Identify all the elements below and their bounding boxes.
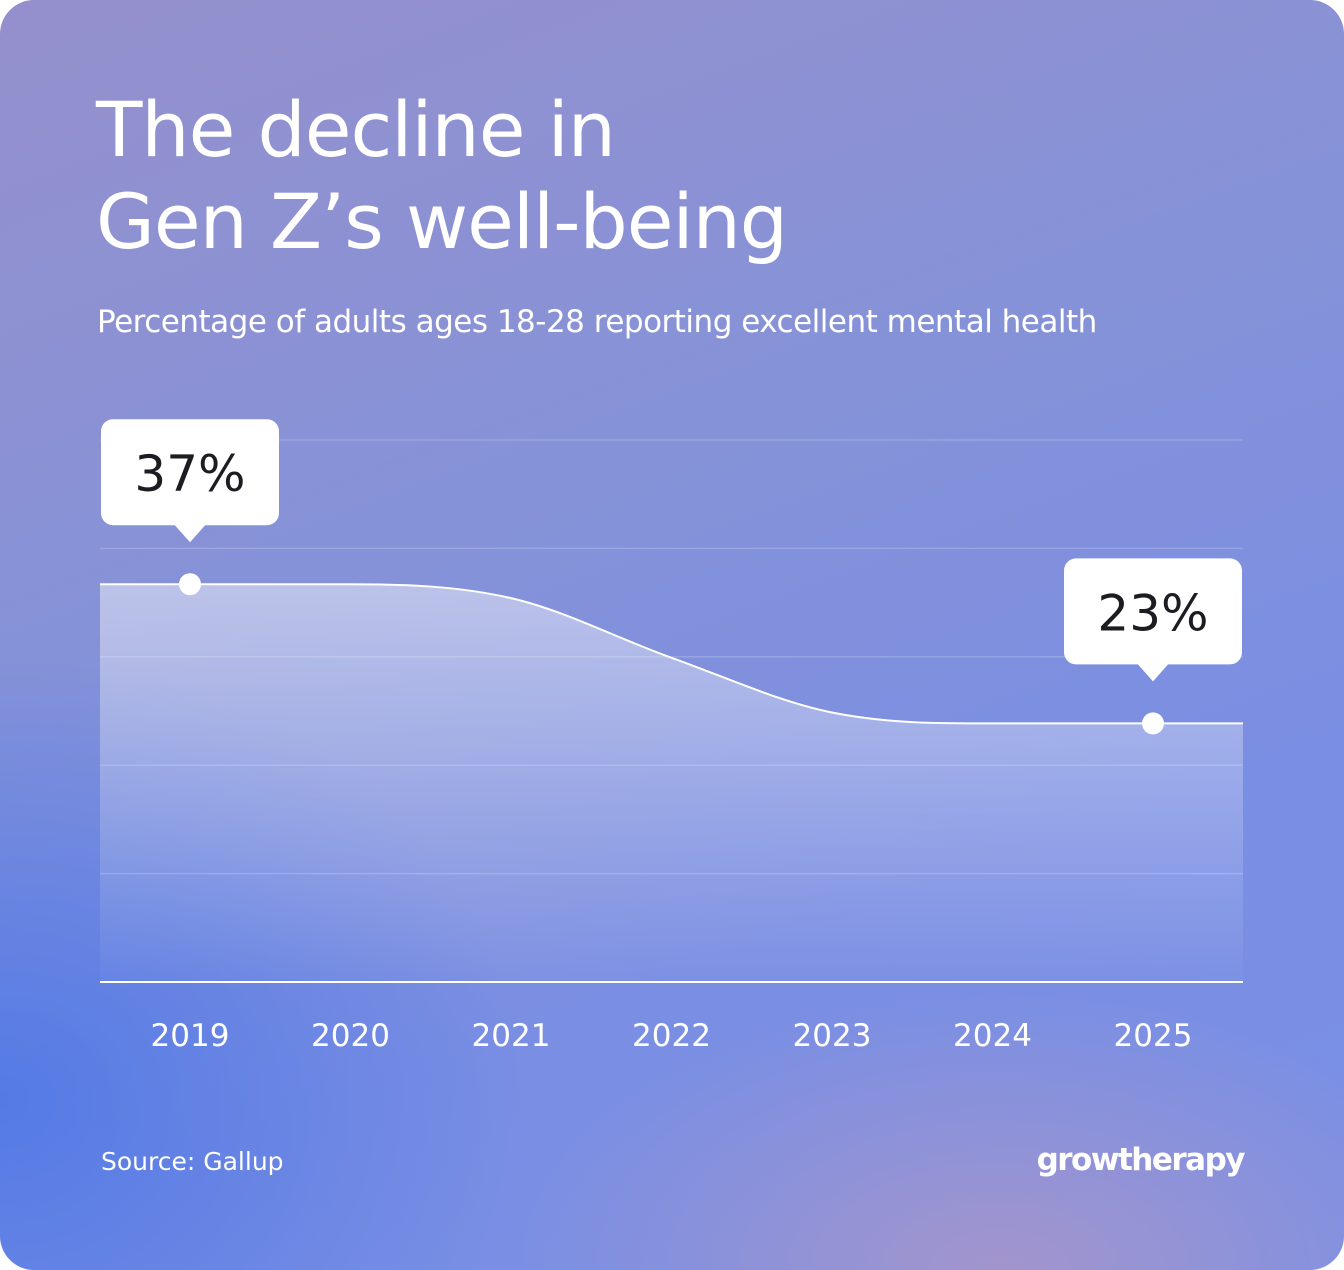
callout-label: 37% (134, 445, 245, 503)
chart-subtitle: Percentage of adults ages 18-28 reportin… (97, 304, 1097, 340)
x-tick-label: 2020 (311, 1018, 390, 1054)
data-point (1142, 712, 1164, 735)
data-callout: 37% (101, 419, 279, 596)
x-tick-label: 2025 (1114, 1018, 1193, 1054)
series-line (100, 583, 1243, 725)
x-tick-label: 2024 (953, 1018, 1032, 1054)
callout-label: 23% (1097, 584, 1208, 642)
x-tick-label: 2023 (793, 1018, 872, 1054)
title-line-1: The decline in (96, 85, 616, 174)
callout-pointer (174, 524, 206, 543)
area-fill (100, 584, 1243, 982)
callout-box (101, 419, 279, 526)
title-line-2: Gen Z’s well-being (96, 177, 788, 266)
chart-title: The decline in Gen Z’s well-being (96, 84, 788, 268)
growtherapy-logo: growtherapy (1036, 1142, 1246, 1178)
data-callout: 23% (1064, 558, 1242, 735)
x-tick-label: 2021 (472, 1018, 551, 1054)
x-tick-label: 2019 (151, 1018, 230, 1054)
callout-pointer (1137, 663, 1169, 682)
callout-box (1064, 558, 1242, 665)
x-tick-label: 2022 (632, 1018, 711, 1054)
source-note: Source: Gallup (101, 1147, 284, 1176)
data-point (179, 573, 201, 596)
